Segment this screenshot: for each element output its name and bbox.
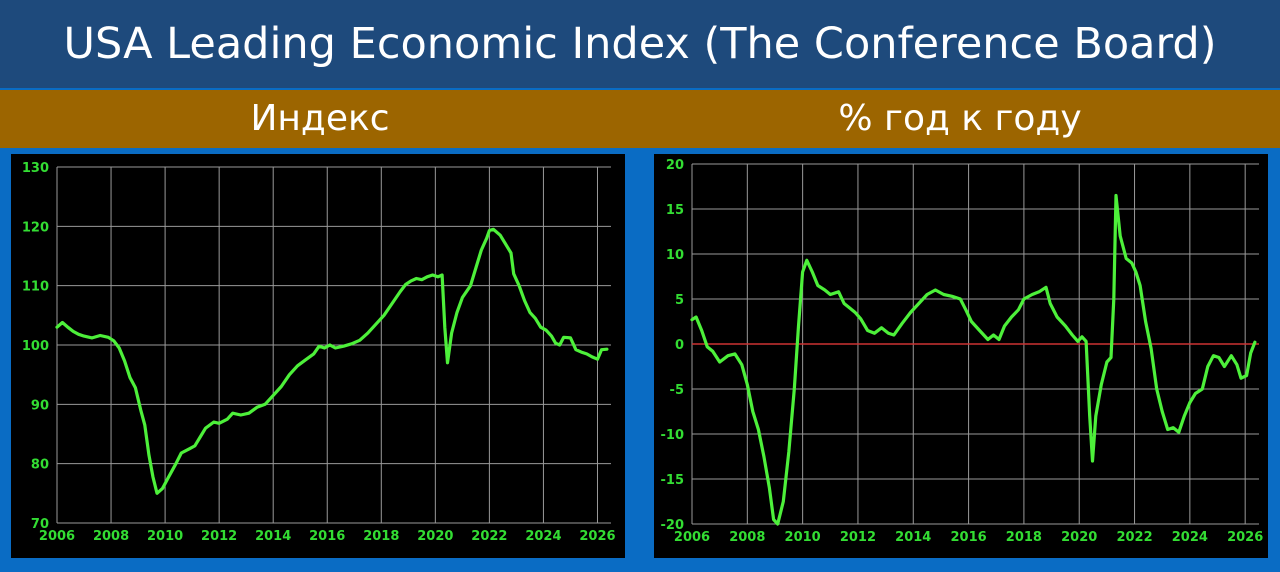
y-tick-label: 100 xyxy=(22,339,49,354)
y-tick-label: -20 xyxy=(661,518,685,533)
x-tick-label: 2008 xyxy=(93,529,129,544)
x-tick-label: 2006 xyxy=(674,530,710,545)
x-tick-label: 2018 xyxy=(363,529,399,544)
x-tick-label: 2020 xyxy=(417,529,453,544)
y-tick-label: 0 xyxy=(675,338,684,353)
x-tick-label: 2024 xyxy=(1172,530,1208,545)
x-tick-label: 2006 xyxy=(39,529,75,544)
y-tick-label: -5 xyxy=(670,383,684,398)
x-tick-label: 2022 xyxy=(1116,530,1152,545)
x-tick-label: 2020 xyxy=(1061,530,1097,545)
x-tick-label: 2026 xyxy=(1227,530,1263,545)
x-tick-label: 2016 xyxy=(950,530,986,545)
x-tick-label: 2010 xyxy=(147,529,183,544)
index-line-chart: 2006 2008 2010 2012 2014 2016 2018 2020 2022 2024… xyxy=(22,161,616,544)
x-tick-label: 2012 xyxy=(201,529,237,544)
x-tick-label: 2026 xyxy=(579,529,615,544)
y-tick-label: 120 xyxy=(22,220,49,235)
x-tick-label: 2008 xyxy=(729,530,765,545)
subtitle-bar: Индекс % год к году xyxy=(0,90,1280,148)
y-tick-label: 80 xyxy=(31,458,49,473)
x-tick-label: 2012 xyxy=(840,530,876,545)
page-title: USA Leading Economic Index (The Conferen… xyxy=(0,0,1280,88)
x-tick-label: 2022 xyxy=(471,529,507,544)
series-line xyxy=(55,227,609,495)
y-tick-label: 90 xyxy=(31,398,49,413)
x-tick-label: 2024 xyxy=(525,529,561,544)
y-tick-label: -15 xyxy=(661,473,685,488)
x-tick-label: 2018 xyxy=(1006,530,1042,545)
y-tick-label: 10 xyxy=(666,248,684,263)
yoy-chart-panel: 2006 2008 2010 2012 2014 2016 2018 2020 2022 2024… xyxy=(654,154,1268,558)
y-tick-label: -10 xyxy=(661,428,685,443)
y-tick-label: 70 xyxy=(31,517,49,532)
y-tick-label: 130 xyxy=(22,161,49,176)
y-tick-label: 5 xyxy=(675,293,684,308)
series-line xyxy=(690,193,1257,526)
y-tick-label: 15 xyxy=(666,203,684,218)
left-chart-subtitle: Индекс xyxy=(250,98,390,139)
right-chart-subtitle: % год к году xyxy=(838,98,1082,139)
x-tick-label: 2014 xyxy=(255,529,291,544)
y-tick-label: 20 xyxy=(666,158,684,173)
index-chart-panel: 2006 2008 2010 2012 2014 2016 2018 2020 2022 2024… xyxy=(11,154,625,558)
yoy-line-chart: 2006 2008 2010 2012 2014 2016 2018 2020 2022 2024… xyxy=(661,158,1264,545)
x-tick-label: 2016 xyxy=(309,529,345,544)
x-tick-label: 2010 xyxy=(785,530,821,545)
y-tick-label: 110 xyxy=(22,280,49,295)
x-tick-label: 2014 xyxy=(895,530,931,545)
